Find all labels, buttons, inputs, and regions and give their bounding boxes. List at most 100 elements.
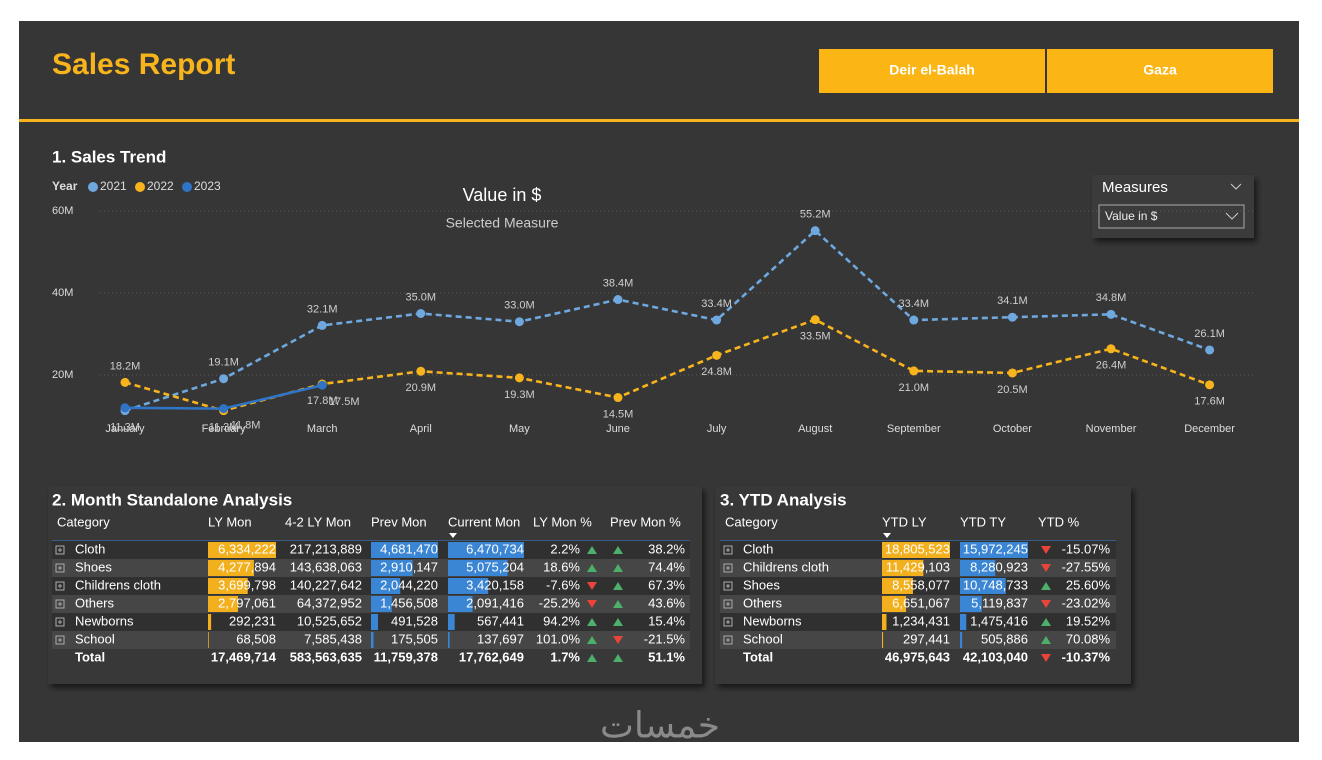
data-bar [960, 542, 1028, 558]
data-bar [448, 632, 450, 648]
data-point [1205, 345, 1215, 355]
value-cell: 6,334,222 [218, 541, 276, 556]
data-bar [960, 632, 963, 648]
data-bar [208, 560, 254, 576]
report-title: Sales Report [52, 48, 235, 81]
x-tick-label: October [993, 423, 1032, 435]
value-cell: 4,681,470 [380, 541, 438, 556]
value-cell: 491,528 [391, 613, 438, 628]
x-tick-label: May [509, 423, 530, 435]
down-arrow [1041, 654, 1051, 662]
column-header: Prev Mon [371, 514, 427, 529]
value-cell: 2.2% [550, 541, 580, 556]
chart-subtitle: Selected Measure [446, 215, 559, 231]
expand-icon [55, 545, 65, 555]
row-band [720, 613, 1116, 631]
x-tick-label: February [202, 423, 247, 435]
value-cell: 583,563,635 [290, 649, 362, 664]
data-point [613, 295, 623, 305]
value-cell: -7.6% [546, 577, 580, 592]
data-label: 20.5M [997, 384, 1028, 396]
chevron[interactable] [1230, 183, 1242, 190]
down-arrow [587, 600, 597, 608]
value-cell: 567,441 [477, 613, 524, 628]
up-arrow [587, 654, 597, 662]
expand-icon-plus [726, 602, 730, 606]
value-cell: 2,797,061 [218, 595, 276, 610]
expand-icon-plus [58, 584, 62, 588]
value-cell: 175,505 [391, 631, 438, 646]
category-cell: Shoes [743, 577, 780, 592]
legend-marker [135, 182, 145, 192]
down-arrow [613, 636, 623, 644]
value-cell: 46,975,643 [885, 649, 950, 664]
data-label: 17.8M [307, 395, 338, 407]
value-cell: 51.1% [648, 649, 685, 664]
expand-icon-plus [726, 638, 730, 642]
expand-icon-plus [726, 620, 730, 624]
category-cell: Total [75, 649, 105, 664]
value-cell: 217,213,889 [290, 541, 362, 556]
expand-icon-plus [726, 566, 730, 570]
expand-icon-plus [726, 548, 730, 552]
data-label: 20.9M [406, 382, 437, 394]
data-point [514, 373, 524, 383]
expand-icon [55, 617, 65, 627]
category-cell: Shoes [75, 559, 112, 574]
button-label[interactable]: Gaza [1143, 62, 1177, 78]
data-point [317, 320, 327, 330]
category-cell: Others [75, 595, 115, 610]
slicer-dropdown[interactable] [1098, 204, 1245, 229]
data-label: 14.5M [603, 408, 634, 420]
data-bar [960, 596, 982, 612]
value-cell: 17,469,714 [211, 649, 277, 664]
button-label[interactable]: Deir el-Balah [889, 62, 975, 78]
category-cell: Newborns [75, 613, 134, 628]
value-cell: 67.3% [648, 577, 685, 592]
up-arrow [1041, 636, 1051, 644]
data-bar [448, 614, 455, 630]
data-bar [208, 614, 212, 630]
up-arrow [613, 564, 623, 572]
data-bar [448, 542, 524, 558]
value-cell: 15,972,245 [963, 541, 1028, 556]
y-tick-label: 40M [52, 287, 73, 299]
up-arrow [1041, 618, 1051, 626]
slicer-value[interactable]: Value in $ [1105, 209, 1158, 223]
column-header: Prev Mon % [610, 514, 681, 529]
plot: 20M 40M 60M January February March April May Jun… [52, 179, 1255, 664]
down-arrow [1041, 546, 1051, 554]
expand-icon [723, 617, 733, 627]
row-band [720, 577, 1116, 595]
chevron[interactable] [1225, 212, 1239, 220]
x-tick-label: November [1086, 423, 1137, 435]
data-label: 34.8M [1096, 292, 1127, 304]
column-header: Current Mon [448, 514, 520, 529]
up-arrow [613, 582, 623, 590]
value-cell: 505,886 [981, 631, 1028, 646]
up-arrow [587, 546, 597, 554]
category-cell: Total [743, 649, 773, 664]
value-cell: 38.2% [648, 541, 685, 556]
data-label: 33.0M [504, 300, 535, 312]
expand-icon-plus [726, 584, 730, 588]
value-cell: 3,420,158 [466, 577, 524, 592]
filter-button[interactable] [1047, 49, 1273, 93]
category-cell: School [75, 631, 115, 646]
expand-icon [55, 635, 65, 645]
data-label: 26.1M [1194, 328, 1225, 340]
data-bar [960, 578, 1006, 594]
value-cell: 19.52% [1066, 613, 1111, 628]
x-tick-label: April [410, 423, 432, 435]
value-cell: 143,638,063 [290, 559, 362, 574]
filter-button[interactable] [819, 49, 1045, 93]
value-cell: 11,429,103 [886, 559, 950, 574]
value-cell: -10.37% [1062, 649, 1111, 664]
sort-indicator [449, 533, 457, 538]
data-label: 34.1M [997, 295, 1028, 307]
up-arrow [587, 618, 597, 626]
data-bar [882, 632, 884, 648]
data-point [514, 317, 524, 327]
expand-icon [55, 563, 65, 573]
value-cell: -25.2% [539, 595, 581, 610]
